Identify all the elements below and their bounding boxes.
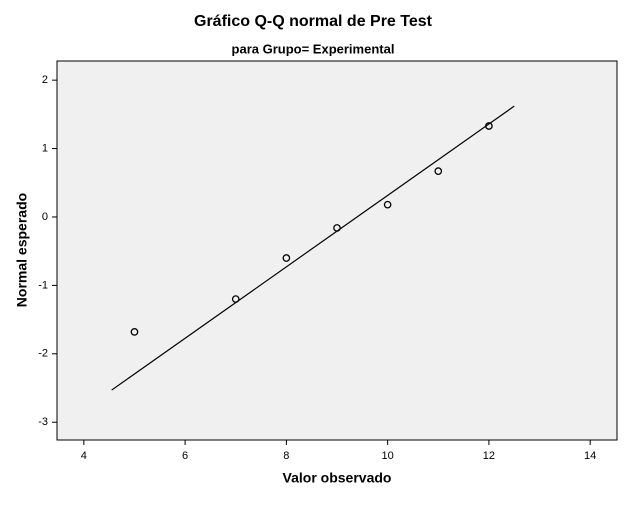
x-tick-label: 12 <box>483 450 495 462</box>
data-point <box>130 328 139 336</box>
x-axis-label: Valor observado <box>283 470 392 486</box>
x-tick-label: 10 <box>382 450 394 462</box>
chart-title: Gráfico Q-Q normal de Pre Test <box>194 13 433 30</box>
y-tick-label: 1 <box>42 142 48 154</box>
data-point <box>231 295 240 303</box>
y-tick-label: -2 <box>38 348 48 360</box>
data-point <box>333 224 341 232</box>
x-tick-label: 6 <box>182 450 188 462</box>
x-tick-label: 14 <box>584 450 596 462</box>
y-tick-label: 2 <box>42 74 48 86</box>
data-point <box>434 167 443 175</box>
y-tick-label: 0 <box>42 211 48 223</box>
x-tick-label: 4 <box>81 450 87 462</box>
reference-line <box>111 105 515 391</box>
data-point <box>485 122 493 130</box>
chart-subtitle: para Grupo= Experimental <box>232 41 395 56</box>
data-point <box>383 200 392 209</box>
plot-area <box>56 60 618 441</box>
y-tick-label: -1 <box>38 279 48 291</box>
y-tick-label: -3 <box>38 416 48 428</box>
x-tick-label: 8 <box>283 450 289 462</box>
y-axis-label: Normal esperado <box>14 193 30 307</box>
data-point <box>282 254 291 262</box>
